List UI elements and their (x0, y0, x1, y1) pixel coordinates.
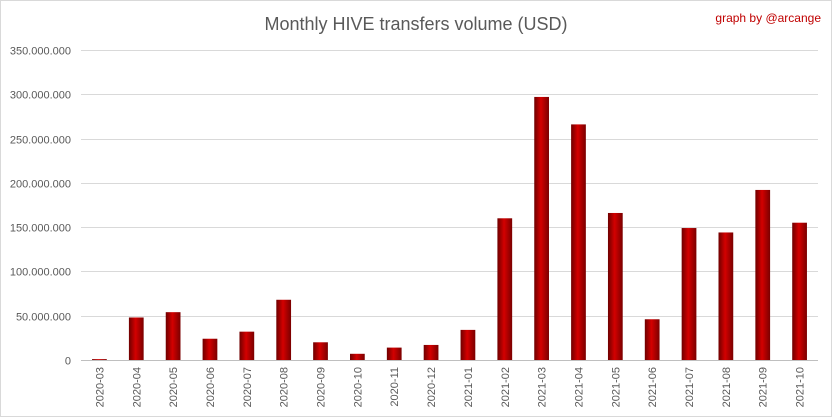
y-tick-label: 50.000.000 (16, 312, 71, 324)
x-tick-label: 2021-10 (795, 367, 807, 407)
y-tick-label: 100.000.000 (10, 267, 71, 279)
y-tick-label: 200.000.000 (10, 179, 71, 191)
bar-2020-07 (239, 331, 255, 360)
bar-2020-11 (386, 347, 402, 360)
bar-2021-07 (681, 228, 697, 360)
bar-2021-10 (792, 222, 807, 360)
bar-2020-09 (313, 342, 328, 360)
bar-2020-12 (423, 344, 439, 360)
x-tick-label: 2021-01 (463, 367, 475, 407)
y-tick-label: 250.000.000 (10, 135, 71, 147)
bar-2020-05 (165, 312, 181, 360)
bar-2020-06 (202, 338, 218, 360)
x-tick-label: 2020-12 (426, 367, 438, 407)
x-tick-label: 2020-04 (131, 367, 143, 407)
x-tick-label: 2020-08 (279, 367, 291, 407)
x-tick-label: 2021-09 (758, 367, 770, 407)
bar-2021-06 (644, 319, 660, 360)
x-tick-label: 2021-03 (537, 367, 549, 407)
bar-2021-09 (755, 189, 771, 360)
bar-2021-05 (607, 212, 623, 360)
bars (92, 96, 807, 361)
grid-lines (81, 50, 818, 317)
y-tick-label: 0 (65, 356, 71, 368)
x-tick-label: 2021-05 (610, 367, 622, 407)
bar-2020-10 (350, 353, 365, 360)
bar-2020-08 (276, 299, 292, 360)
bar-2021-02 (497, 218, 513, 360)
x-tick-label: 2020-05 (168, 367, 180, 407)
y-axis-tick-labels: 0 50.000.000 100.000.000 150.000.000 200.000… (10, 46, 71, 368)
x-tick-label: 2020-03 (94, 367, 106, 407)
x-tick-label: 2021-07 (684, 367, 696, 407)
bar-2021-03 (534, 96, 549, 360)
x-axis-tick-labels: 2020-03 2020-04 2020-05 2020-06 2020-07 2020-… (94, 367, 806, 407)
bar-2020-04 (128, 317, 144, 360)
x-tick-label: 2020-11 (389, 367, 401, 407)
x-tick-label: 2020-09 (316, 367, 328, 407)
x-tick-label: 2021-02 (500, 367, 512, 407)
x-tick-label: 2020-07 (242, 367, 254, 407)
y-tick-label: 300.000.000 (10, 90, 71, 102)
x-tick-label: 2020-06 (205, 367, 217, 407)
chart-credit: graph by @arcange (715, 11, 821, 25)
bar-2020-03 (92, 359, 107, 360)
x-tick-label: 2021-04 (574, 367, 586, 407)
x-tick-label: 2020-10 (352, 367, 364, 407)
bar-2021-08 (718, 232, 734, 360)
x-tick-label: 2021-06 (647, 367, 659, 407)
x-tick-label: 2021-08 (721, 367, 733, 407)
y-tick-label: 350.000.000 (10, 46, 71, 58)
bar-2021-04 (571, 124, 586, 361)
y-tick-label: 150.000.000 (10, 223, 71, 235)
bar-2021-01 (460, 329, 476, 360)
chart-title: Monthly HIVE transfers volume (USD) (264, 14, 567, 34)
